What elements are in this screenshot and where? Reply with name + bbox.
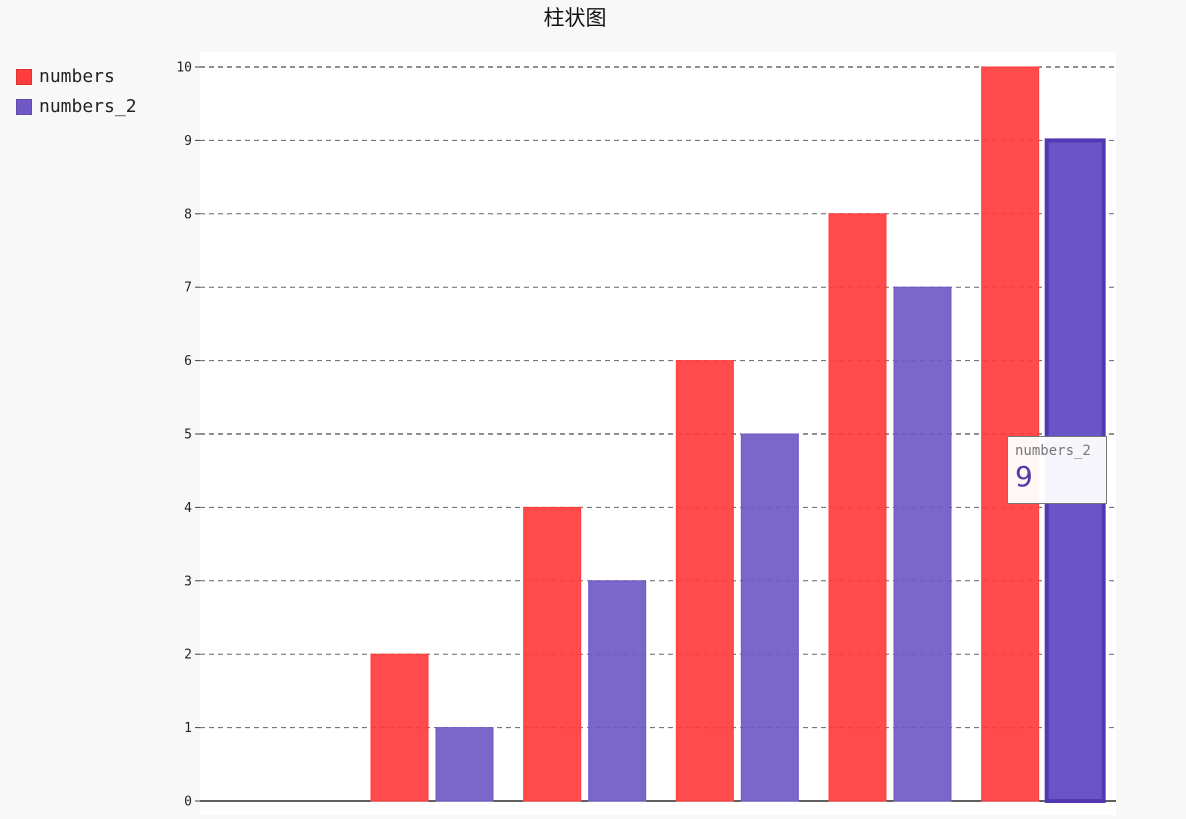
bar-numbers-4 [828,213,887,802]
tooltip: numbers_2 9 [1007,436,1107,504]
bar-numbers-2 [523,506,582,802]
chart-title: 柱状图 [543,6,607,30]
y-tick-label: 7 [184,281,192,296]
y-tick-label: 0 [184,795,192,810]
legend-swatch-numbers-2 [16,98,32,115]
bar-numbers-3 [675,360,734,802]
legend-label-numbers: numbers [39,66,115,87]
bar-numbers-5 [981,66,1040,802]
bar-numbers_2-3 [740,433,799,802]
y-tick-label: 4 [184,501,192,516]
y-tick-label: 10 [176,61,192,76]
legend-item-numbers[interactable]: numbers [16,66,115,87]
tooltip-series-label: numbers_2 [1015,443,1091,459]
y-tick-label: 2 [184,648,192,663]
y-tick-label: 3 [184,574,192,589]
legend-swatch-numbers [16,68,32,85]
y-tick-label: 8 [184,207,192,222]
y-tick-label: 1 [184,721,192,736]
bar-numbers-1 [370,653,429,802]
bar-numbers_2-2 [588,580,647,802]
y-tick-label: 9 [184,134,192,149]
tooltip-value: 9 [1015,460,1033,493]
y-tick-label: 5 [184,428,192,443]
bar-numbers_2-1 [435,727,494,802]
bar-numbers_2-4 [893,286,952,802]
legend-item-numbers-2[interactable]: numbers_2 [16,96,137,117]
legend-label-numbers-2: numbers_2 [39,96,137,117]
y-tick-label: 6 [184,354,192,369]
plot-background [200,52,1116,815]
